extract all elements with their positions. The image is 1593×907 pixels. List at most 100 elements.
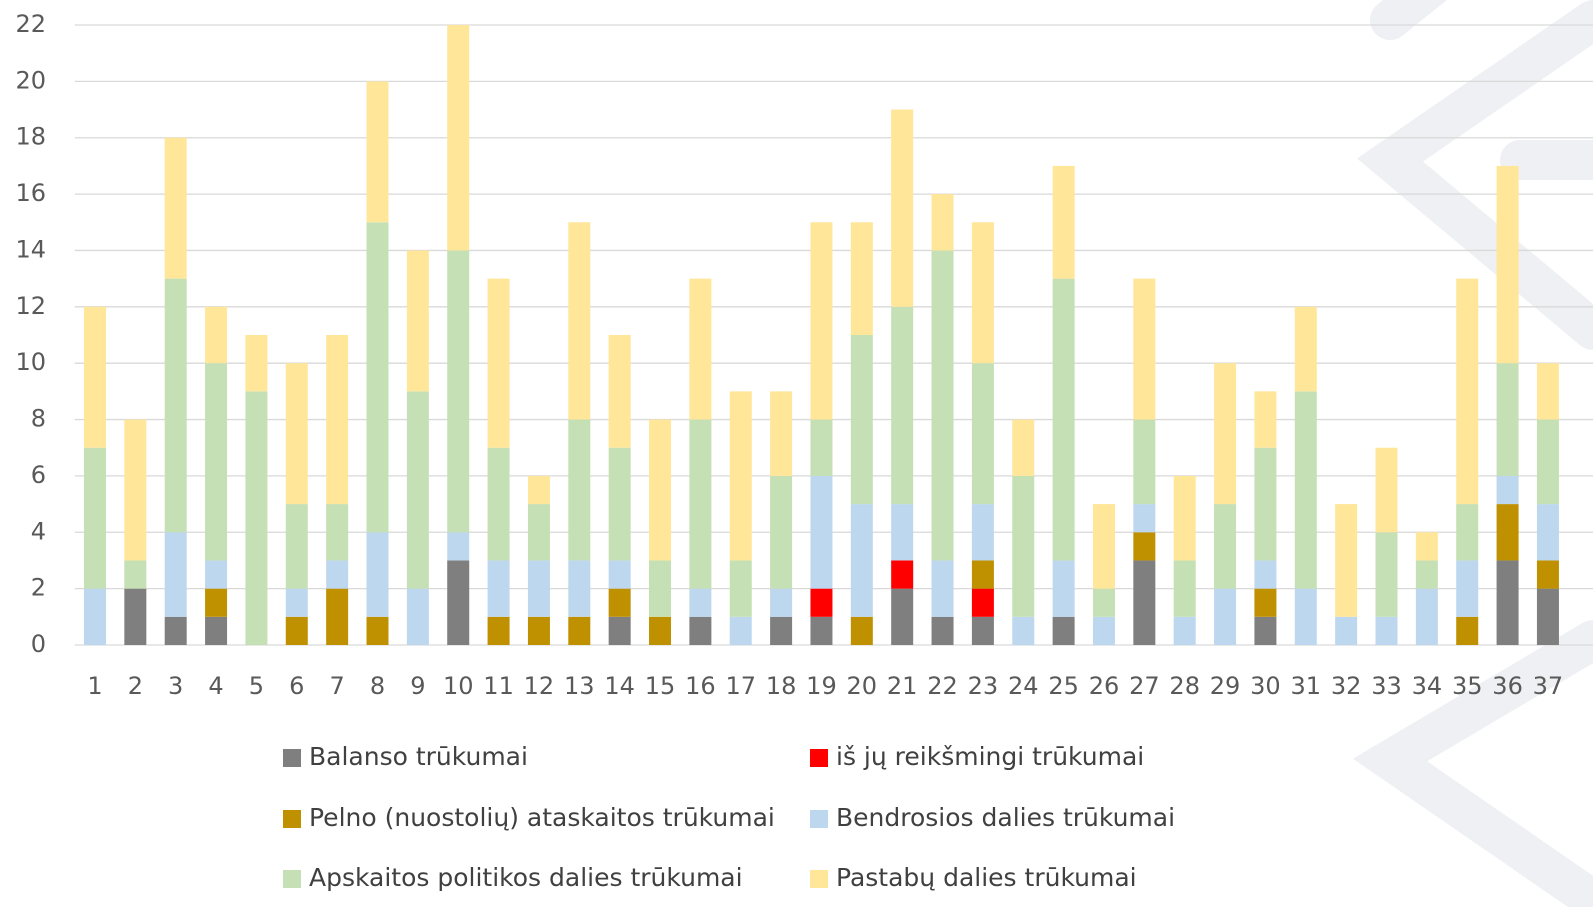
- bar-segment: [83, 447, 106, 589]
- x-tick-label: 17: [725, 672, 756, 700]
- x-tick-label: 5: [249, 672, 264, 700]
- x-tick-label: 37: [1533, 672, 1564, 700]
- bar-segment: [1254, 616, 1277, 645]
- legend-swatch: [283, 810, 301, 828]
- bar-segment: [770, 391, 793, 476]
- bar-segment: [124, 560, 147, 589]
- watermark: [1352, 0, 1593, 907]
- bar-segment: [285, 616, 308, 645]
- bar-segment: [245, 391, 268, 645]
- bar-segment: [971, 504, 994, 561]
- x-tick-label: 29: [1210, 672, 1241, 700]
- bar-segment: [1092, 616, 1115, 645]
- bar-segment: [608, 560, 631, 589]
- bar-segment: [1294, 588, 1317, 645]
- bar-segment: [568, 222, 591, 420]
- x-tick-label: 19: [806, 672, 837, 700]
- bar-segment: [891, 588, 914, 645]
- legend-swatch: [283, 870, 301, 888]
- bar-segment: [1052, 165, 1075, 279]
- x-tick-label: 14: [604, 672, 635, 700]
- bar-segment: [891, 306, 914, 505]
- bar-segment: [770, 588, 793, 617]
- x-tick-label: 22: [927, 672, 958, 700]
- bar-segment: [568, 616, 591, 645]
- bar-segment: [810, 616, 833, 645]
- bar-segment: [971, 560, 994, 589]
- bar-segment: [285, 363, 308, 505]
- y-tick-label: 18: [15, 123, 46, 151]
- bar-segment: [487, 616, 510, 645]
- bar-segment: [971, 616, 994, 645]
- bar-segment: [1133, 560, 1156, 645]
- bar-segment: [1254, 447, 1277, 561]
- bar-segment: [1254, 560, 1277, 589]
- bar-segment: [1496, 475, 1519, 505]
- bar-segment: [124, 419, 147, 561]
- x-tick-label: 11: [483, 672, 514, 700]
- y-tick-label: 4: [31, 517, 46, 545]
- y-tick-label: 8: [31, 405, 46, 433]
- bar-segment: [527, 504, 550, 561]
- bar-segment: [1173, 475, 1196, 561]
- bar-segment: [1456, 278, 1479, 505]
- bar-segment: [1254, 391, 1277, 448]
- bar-segment: [447, 25, 470, 251]
- bar-segment: [83, 306, 106, 448]
- bar-segment: [1133, 419, 1156, 505]
- x-tick-label: 12: [524, 672, 555, 700]
- bar-segment: [931, 560, 954, 617]
- bar-segment: [1335, 504, 1358, 617]
- bar-segment: [1496, 363, 1519, 476]
- bar-segment: [205, 588, 228, 617]
- bar-segment: [770, 616, 793, 645]
- x-tick-label: 7: [329, 672, 344, 700]
- bar-segment: [689, 278, 712, 420]
- x-tick-label: 2: [128, 672, 143, 700]
- bar-segment: [1536, 588, 1559, 645]
- bar-segment: [1173, 560, 1196, 617]
- x-tick-label: 6: [289, 672, 304, 700]
- legend-label: Apskaitos politikos dalies trūkumai: [309, 863, 743, 892]
- bar-segment: [729, 616, 752, 645]
- bar-segment: [326, 588, 349, 645]
- bar-segment: [1456, 616, 1479, 645]
- x-tick-label: 16: [685, 672, 716, 700]
- bar-segment: [608, 447, 631, 561]
- bar-segment: [406, 250, 429, 392]
- x-tick-label: 20: [847, 672, 878, 700]
- y-tick-label: 6: [31, 461, 46, 489]
- legend-swatch: [810, 749, 828, 767]
- bar-segment: [931, 194, 954, 251]
- legend-label: Balanso trūkumai: [309, 742, 528, 771]
- bar-segment: [326, 504, 349, 561]
- bar-segment: [447, 250, 470, 533]
- x-tick-label: 32: [1331, 672, 1362, 700]
- bar-segment: [1133, 504, 1156, 533]
- x-tick-label: 26: [1089, 672, 1120, 700]
- bar-segment: [326, 335, 349, 505]
- bar-segment: [406, 588, 429, 645]
- bar-segment: [326, 560, 349, 589]
- bar-segment: [568, 419, 591, 561]
- bar-segment: [1496, 560, 1519, 645]
- bar-segment: [1456, 504, 1479, 561]
- bar-segment: [608, 335, 631, 448]
- bar-segment: [1375, 532, 1398, 617]
- bar-segment: [285, 504, 308, 589]
- bar-segment: [1173, 616, 1196, 645]
- bar-segment: [971, 588, 994, 617]
- bar-segment: [1052, 616, 1075, 645]
- bar-segment: [164, 532, 187, 617]
- y-tick-label: 14: [15, 235, 46, 263]
- bar-segment: [649, 616, 672, 645]
- bar-segment: [810, 588, 833, 617]
- x-tick-label: 28: [1169, 672, 1200, 700]
- bar-segment: [649, 560, 672, 617]
- bar-segment: [527, 616, 550, 645]
- bar-segment: [1052, 560, 1075, 617]
- y-tick-label: 16: [15, 179, 46, 207]
- bar-segment: [1052, 278, 1075, 561]
- x-tick-label: 36: [1492, 672, 1523, 700]
